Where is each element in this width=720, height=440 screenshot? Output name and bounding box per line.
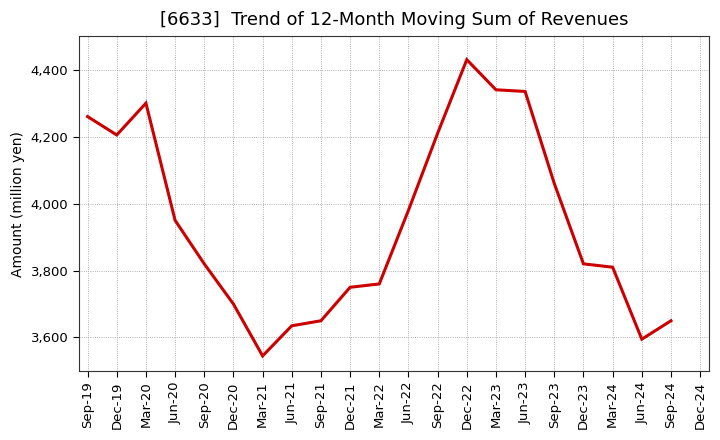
Y-axis label: Amount (million yen): Amount (million yen)	[11, 131, 25, 276]
Title: [6633]  Trend of 12-Month Moving Sum of Revenues: [6633] Trend of 12-Month Moving Sum of R…	[160, 11, 628, 29]
